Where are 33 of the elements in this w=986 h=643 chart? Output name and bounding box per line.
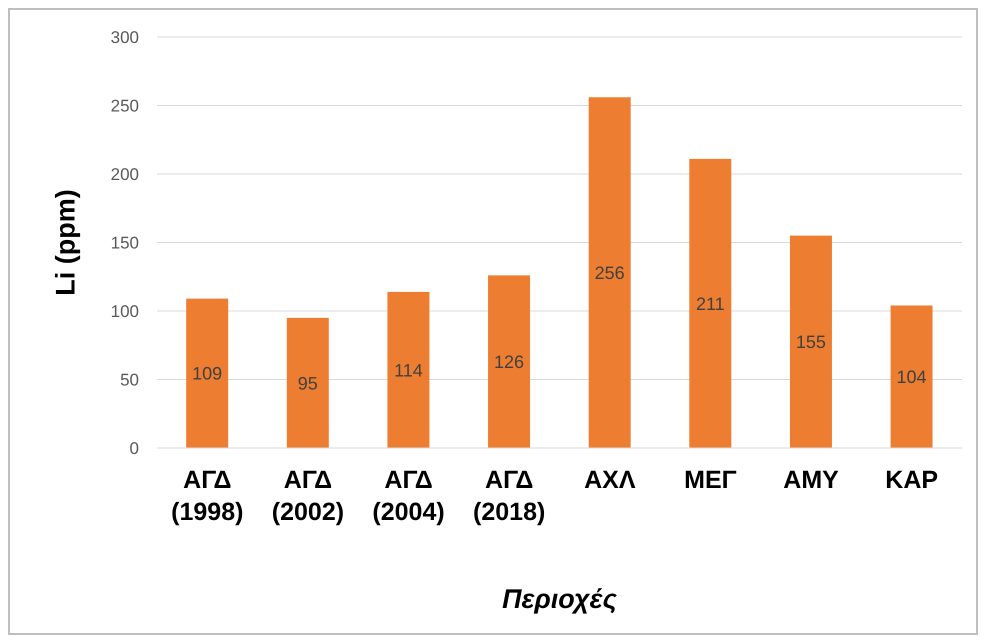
- y-axis-title: Li (ppm): [50, 189, 81, 296]
- bar: [286, 318, 329, 448]
- y-tick-label: 250: [110, 96, 139, 116]
- data-label: 109: [192, 364, 222, 384]
- bar: [488, 275, 530, 448]
- y-tick-label: 150: [110, 234, 139, 253]
- y-tick-label: 0: [130, 439, 139, 458]
- data-label: 211: [696, 294, 725, 314]
- x-tick-label: ΑΓΔ (2018): [473, 466, 546, 526]
- x-tick-label: ΑΧΛ: [584, 466, 636, 494]
- y-tick-label: 300: [110, 28, 139, 48]
- x-tick-label: ΑΓΔ (1998): [171, 466, 244, 526]
- x-tick-label: ΑΓΔ (2004): [372, 466, 445, 526]
- y-tick-label: 100: [110, 302, 139, 322]
- data-label: 104: [896, 367, 927, 388]
- y-tick-label: 50: [120, 370, 139, 390]
- x-tick-label: ΜΕΓ: [684, 466, 737, 494]
- bar: [689, 158, 732, 448]
- x-tick-label: ΑΜΥ: [783, 466, 840, 494]
- bar: [186, 298, 228, 448]
- y-tick-label: 200: [110, 165, 139, 184]
- data-label: 256: [594, 263, 625, 284]
- x-axis-title: Περιοχές: [502, 584, 618, 614]
- x-tick-label: ΑΓΔ (2002): [272, 466, 344, 526]
- x-tick-label: ΚΑΡ: [885, 466, 938, 494]
- data-label: 126: [494, 352, 524, 372]
- bar: [890, 306, 933, 448]
- bar: [790, 236, 832, 448]
- bar: [387, 292, 430, 448]
- data-label: 155: [796, 332, 826, 352]
- data-label: 95: [298, 373, 318, 394]
- bar: [588, 97, 631, 448]
- data-label: 114: [394, 360, 423, 380]
